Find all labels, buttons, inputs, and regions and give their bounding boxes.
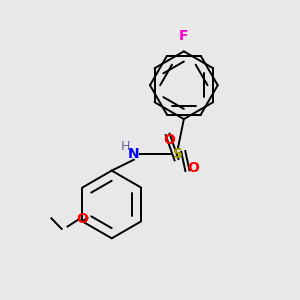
Text: H: H (120, 140, 130, 153)
Text: O: O (187, 161, 199, 175)
Text: F: F (179, 28, 189, 43)
Text: S: S (173, 147, 183, 161)
Text: N: N (128, 147, 140, 161)
Text: O: O (163, 133, 175, 147)
Text: O: O (76, 212, 88, 226)
